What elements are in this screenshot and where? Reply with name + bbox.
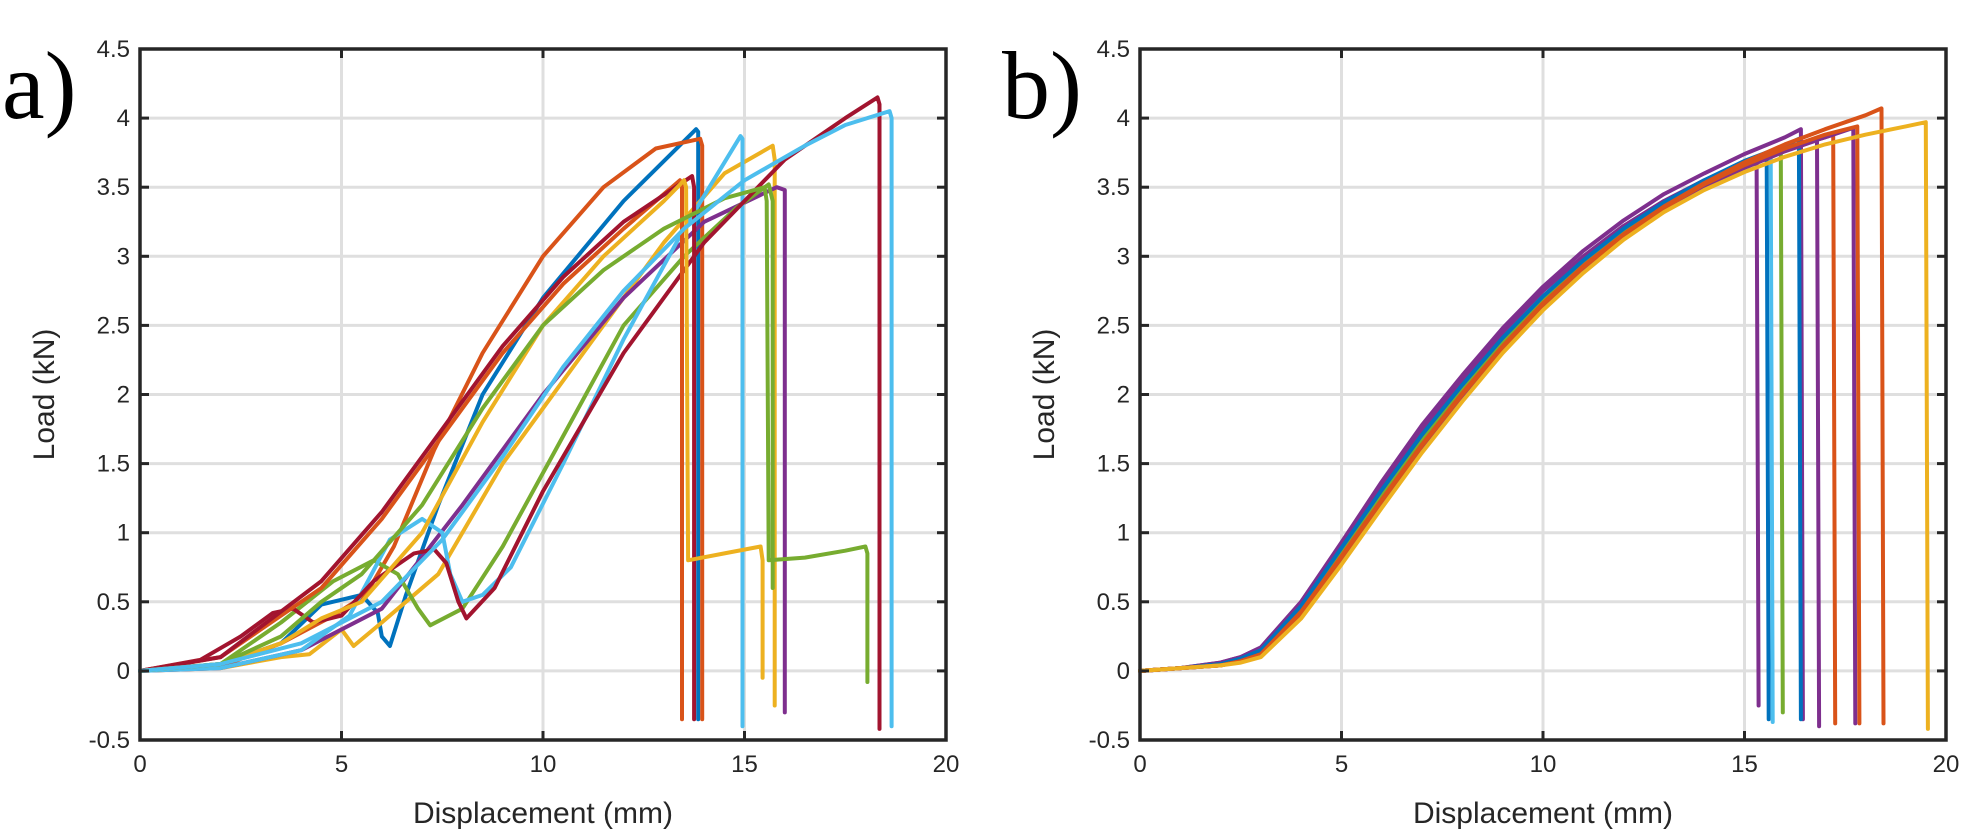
- x-tick-label: 15: [1731, 751, 1758, 778]
- panel-a: 0 5 10 15 20-0.500.511.522.533.544.5Displace…: [2, 32, 959, 830]
- y-tick-label: 1: [117, 520, 130, 547]
- y-tick-label: 4.5: [97, 36, 130, 63]
- y-tick-label: -0.5: [1089, 727, 1130, 754]
- x-axis-title: Displacement (mm): [413, 797, 673, 830]
- series-line-1: [138, 127, 701, 722]
- y-tick-label: 2: [1117, 382, 1130, 409]
- series-line-8: [1138, 132, 1838, 726]
- series-line-9: [138, 174, 697, 722]
- series-line-7: [1138, 138, 1822, 729]
- panel-label: a): [2, 32, 77, 139]
- series-line-3: [1138, 152, 1775, 724]
- series-line-11: [1138, 106, 1886, 726]
- series-line-10: [1138, 124, 1862, 726]
- series-line-9: [1138, 125, 1858, 726]
- y-axis-title: Load (kN): [1028, 329, 1061, 461]
- series-line-6: [1138, 136, 1803, 722]
- y-tick-label: 3.5: [97, 174, 130, 201]
- panel-b: 0 5 10 15 20-0.500.511.522.533.544.5Displace…: [1002, 32, 1959, 830]
- x-tick-label: 0: [133, 751, 146, 778]
- y-tick-label: 2.5: [1097, 312, 1130, 339]
- y-axis-title: Load (kN): [28, 329, 61, 461]
- y-tick-label: 0.5: [97, 589, 130, 616]
- x-tick-label: 20: [1933, 751, 1960, 778]
- y-tick-label: 3.5: [1097, 174, 1130, 201]
- series-line-3: [138, 143, 777, 708]
- y-tick-label: 4.5: [1097, 36, 1130, 63]
- series-line-5: [1138, 127, 1805, 722]
- series-line-12: [138, 109, 894, 729]
- y-tick-label: 2.5: [97, 312, 130, 339]
- x-tick-label: 15: [731, 751, 758, 778]
- y-tick-label: 3: [1117, 243, 1130, 270]
- y-tick-label: 2: [117, 382, 130, 409]
- x-tick-label: 20: [933, 751, 960, 778]
- y-tick-label: 3: [117, 243, 130, 270]
- y-tick-label: 1: [1117, 520, 1130, 547]
- x-tick-label: 10: [1530, 751, 1557, 778]
- y-tick-label: 1.5: [1097, 451, 1130, 478]
- y-tick-label: 0: [117, 658, 130, 685]
- y-tick-label: -0.5: [89, 727, 130, 754]
- series-line-2: [1138, 154, 1771, 722]
- x-axis-title: Displacement (mm): [1413, 797, 1673, 830]
- y-tick-label: 0.5: [1097, 589, 1130, 616]
- x-tick-label: 0: [1133, 751, 1146, 778]
- series-line-1: [1138, 157, 1761, 708]
- series-line-4: [1138, 149, 1785, 715]
- series-line-12: [1138, 120, 1930, 731]
- y-tick-label: 0: [1117, 658, 1130, 685]
- panel-label: b): [1002, 32, 1082, 139]
- x-tick-label: 10: [530, 751, 557, 778]
- series-line-11: [138, 185, 870, 684]
- y-tick-label: 4: [1117, 105, 1130, 132]
- x-tick-label: 5: [1335, 751, 1348, 778]
- y-tick-label: 4: [117, 105, 130, 132]
- y-tick-label: 1.5: [97, 451, 130, 478]
- series-line-10: [138, 178, 765, 680]
- x-tick-label: 5: [335, 751, 348, 778]
